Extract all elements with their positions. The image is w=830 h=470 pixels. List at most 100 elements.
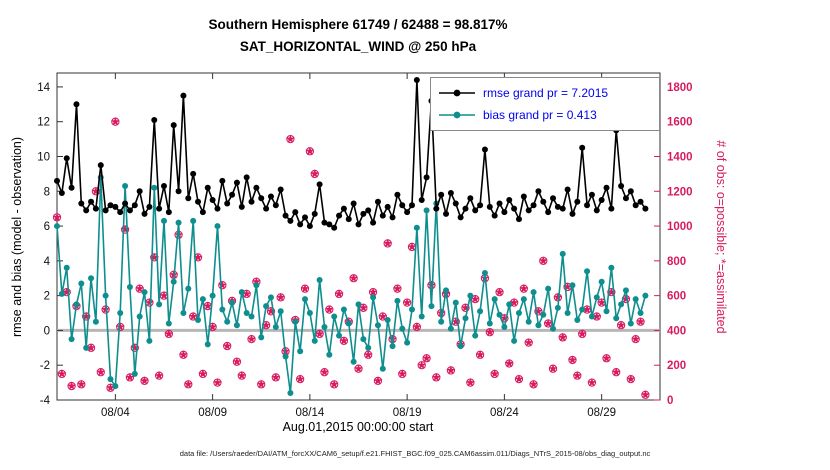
rmse-point (136, 188, 143, 195)
bias-point (467, 292, 474, 299)
left-axis-ticks: -4 -2 0 2 4 6 8 10 12 14 (37, 82, 63, 407)
rmse-point (321, 219, 328, 226)
bias-point (550, 325, 557, 332)
rmse-point (408, 202, 415, 209)
bias-point (336, 332, 343, 339)
rmse-point (627, 188, 634, 195)
rmse-point (263, 205, 270, 212)
obs-assimilated-marker (500, 313, 509, 322)
obs-assimilated-marker (130, 343, 140, 352)
bias-point (209, 292, 216, 299)
bias-point (603, 308, 610, 315)
left-tick-label: 8 (44, 186, 50, 198)
obs-assimilated-marker (582, 305, 592, 314)
obs-assimilated-marker (519, 284, 529, 293)
bias-point (423, 207, 430, 214)
rmse-point (58, 190, 65, 197)
rmse-point (452, 200, 459, 207)
rmse-point (170, 122, 177, 129)
rmse-point (214, 205, 221, 212)
rmse-point (404, 209, 411, 216)
bias-point (365, 344, 372, 351)
rmse-point (190, 170, 197, 177)
obs-assimilated-marker (329, 379, 339, 389)
obs-assimilated-marker (577, 329, 587, 338)
obs-assimilated-marker (135, 284, 144, 293)
bias-point (545, 285, 552, 292)
rmse-point (438, 191, 445, 198)
obs-assimilated-marker (276, 292, 286, 302)
rmse-point (399, 202, 406, 209)
rmse-point (180, 92, 187, 99)
bias-point (593, 294, 600, 301)
obs-assimilated-marker (529, 379, 538, 389)
obs-assimilated-marker (573, 371, 582, 380)
bias-point (146, 337, 153, 344)
bias-point (588, 313, 595, 320)
obs-assimilated-marker (368, 287, 378, 296)
obs-assimilated-marker (57, 369, 67, 378)
bias-point (292, 318, 299, 325)
bias-point (263, 303, 270, 310)
bias-point (622, 287, 629, 294)
obs-assimilated-marker (641, 390, 650, 399)
bias-point (306, 310, 313, 317)
bias-point (418, 313, 425, 320)
rmse-point (126, 207, 133, 214)
obs-assimilated-marker (232, 357, 242, 366)
rmse-point (423, 174, 430, 181)
obs-assimilated-marker (252, 277, 261, 286)
rmse-point (481, 146, 488, 153)
right-axis-label: # of obs: o=possible; *=assimilated (714, 140, 728, 334)
rmse-point (472, 207, 479, 214)
rmse-point (92, 205, 99, 212)
rmse-point (88, 198, 95, 205)
obs-assimilated-marker (324, 305, 334, 314)
bias-point (394, 297, 401, 304)
obs-assimilated-marker (349, 273, 358, 282)
rmse-point (238, 203, 245, 210)
bias-point (443, 287, 450, 294)
obs-assimilated-marker (373, 376, 383, 385)
rmse-point (545, 209, 552, 216)
obs-assimilated-marker (320, 367, 329, 376)
rmse-point (530, 202, 537, 209)
obs-assimilated-marker (417, 360, 427, 369)
obs-assimilated-marker (242, 289, 251, 298)
obs-assimilated-marker (607, 287, 616, 296)
bias-legend-sample (439, 111, 475, 119)
rmse-point (443, 210, 450, 217)
obs-assimilated-marker (52, 212, 62, 222)
rmse-point (374, 198, 381, 205)
bias-point (462, 315, 469, 322)
rmse-point (462, 205, 469, 212)
rmse-point (297, 221, 304, 228)
bias-point (243, 310, 250, 317)
bias-point (642, 292, 649, 299)
bias-point (345, 320, 352, 327)
rmse-point (622, 195, 629, 202)
obs-assimilated-marker (115, 322, 125, 331)
rmse-point (156, 205, 163, 212)
rmse-point (379, 212, 386, 219)
obs-assimilated-marker (359, 303, 368, 312)
obs-assimilated-marker (427, 280, 436, 289)
rmse-point (316, 181, 323, 188)
rmse-point (389, 214, 396, 221)
rmse-point (394, 191, 401, 198)
bias-point (632, 296, 639, 303)
rmse-point (253, 184, 260, 191)
bias-point (195, 316, 202, 323)
bias-point (199, 296, 206, 303)
obs-assimilated-marker (543, 318, 553, 328)
obs-assimilated-marker (203, 301, 213, 310)
bias-point (511, 337, 518, 344)
bias-point (525, 318, 532, 325)
obs-assimilated-marker (563, 282, 572, 291)
rmse-point (603, 184, 610, 191)
obs-assimilated-marker (295, 374, 305, 383)
obs-assimilated-marker (81, 311, 91, 321)
obs-assimilated-marker (592, 311, 602, 321)
bias-point (404, 339, 411, 346)
obs-assimilated-marker (504, 358, 514, 368)
